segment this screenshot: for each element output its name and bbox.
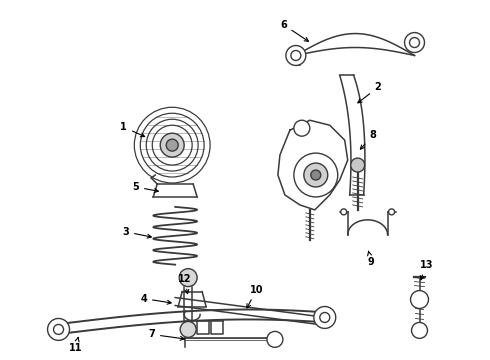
Circle shape xyxy=(294,120,310,136)
Circle shape xyxy=(351,158,365,172)
Circle shape xyxy=(267,332,283,347)
Circle shape xyxy=(294,153,338,197)
Circle shape xyxy=(304,163,328,187)
Text: 5: 5 xyxy=(132,182,158,192)
Polygon shape xyxy=(278,120,348,210)
Circle shape xyxy=(286,45,306,66)
Text: 6: 6 xyxy=(280,19,309,41)
Text: 8: 8 xyxy=(360,130,376,149)
Text: 13: 13 xyxy=(419,260,433,280)
Circle shape xyxy=(160,133,184,157)
Text: 9: 9 xyxy=(368,251,374,267)
Circle shape xyxy=(405,32,424,53)
Text: 4: 4 xyxy=(140,293,171,304)
Circle shape xyxy=(389,209,394,215)
Text: 2: 2 xyxy=(358,82,381,103)
Circle shape xyxy=(341,209,347,215)
Circle shape xyxy=(412,323,427,338)
Circle shape xyxy=(179,269,197,287)
Text: 10: 10 xyxy=(247,284,264,308)
Text: 12: 12 xyxy=(178,274,192,293)
Text: 3: 3 xyxy=(122,227,151,238)
Circle shape xyxy=(180,321,196,337)
Circle shape xyxy=(320,312,330,323)
Circle shape xyxy=(291,50,301,60)
Circle shape xyxy=(314,306,336,328)
Text: 7: 7 xyxy=(148,329,184,340)
Circle shape xyxy=(410,37,419,48)
Circle shape xyxy=(166,139,178,151)
Circle shape xyxy=(48,319,70,340)
Circle shape xyxy=(411,291,428,309)
Text: 1: 1 xyxy=(121,122,145,137)
Text: 11: 11 xyxy=(69,337,82,353)
Circle shape xyxy=(311,170,321,180)
Circle shape xyxy=(53,324,64,334)
